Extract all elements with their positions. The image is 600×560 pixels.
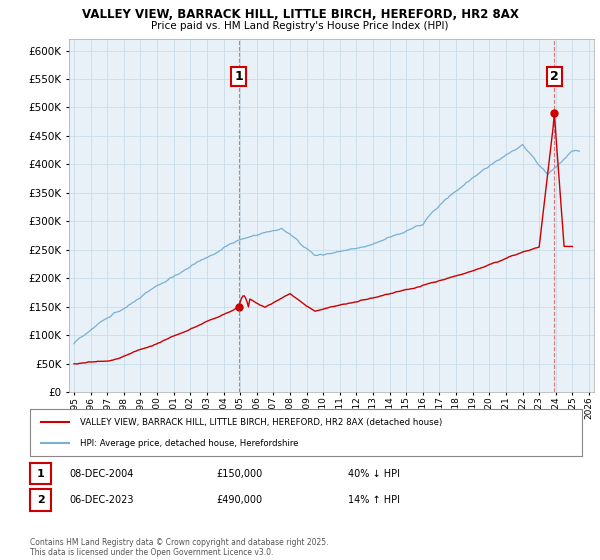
Text: 06-DEC-2023: 06-DEC-2023 bbox=[69, 495, 133, 505]
Text: 40% ↓ HPI: 40% ↓ HPI bbox=[348, 469, 400, 479]
Text: 08-DEC-2004: 08-DEC-2004 bbox=[69, 469, 133, 479]
Text: 2: 2 bbox=[37, 495, 44, 505]
Text: VALLEY VIEW, BARRACK HILL, LITTLE BIRCH, HEREFORD, HR2 8AX: VALLEY VIEW, BARRACK HILL, LITTLE BIRCH,… bbox=[82, 8, 518, 21]
Text: VALLEY VIEW, BARRACK HILL, LITTLE BIRCH, HEREFORD, HR2 8AX (detached house): VALLEY VIEW, BARRACK HILL, LITTLE BIRCH,… bbox=[80, 418, 442, 427]
Text: £150,000: £150,000 bbox=[216, 469, 262, 479]
Text: Contains HM Land Registry data © Crown copyright and database right 2025.
This d: Contains HM Land Registry data © Crown c… bbox=[30, 538, 329, 557]
Text: 14% ↑ HPI: 14% ↑ HPI bbox=[348, 495, 400, 505]
Text: £490,000: £490,000 bbox=[216, 495, 262, 505]
Text: HPI: Average price, detached house, Herefordshire: HPI: Average price, detached house, Here… bbox=[80, 438, 298, 447]
Text: 1: 1 bbox=[235, 69, 243, 83]
Text: Price paid vs. HM Land Registry's House Price Index (HPI): Price paid vs. HM Land Registry's House … bbox=[151, 21, 449, 31]
Text: 1: 1 bbox=[37, 469, 44, 479]
Text: 2: 2 bbox=[550, 69, 559, 83]
